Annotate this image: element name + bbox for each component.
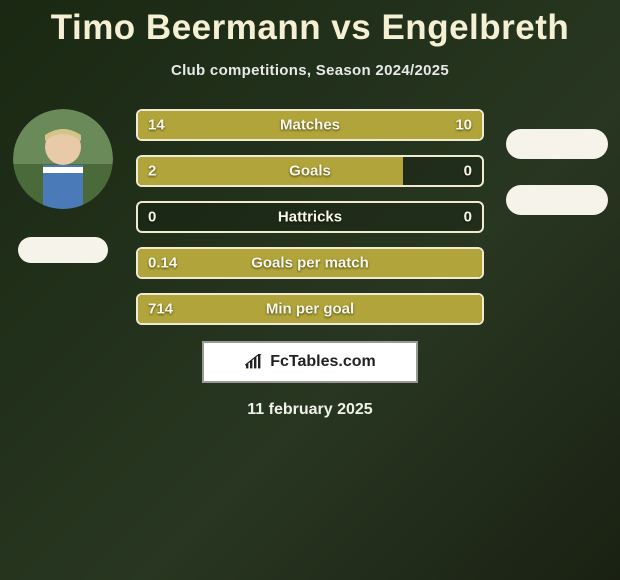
player-left-team-pill — [18, 237, 108, 263]
content-wrapper: Timo Beermann vs Engelbreth Club competi… — [0, 0, 620, 580]
stat-bar: 14 Matches 10 — [136, 109, 484, 141]
stat-value-left: 0.14 — [148, 255, 177, 272]
player-left-avatar — [13, 109, 113, 209]
player-right-team-pill-1 — [506, 129, 608, 159]
stat-bar: 0.14 Goals per match — [136, 247, 484, 279]
stat-value-right: 0 — [464, 209, 472, 226]
brand-card: FcTables.com — [202, 341, 418, 383]
stat-label: Matches — [280, 117, 340, 134]
date-text: 11 february 2025 — [247, 401, 372, 419]
stat-label: Goals per match — [251, 255, 369, 272]
player-right-column — [502, 129, 612, 215]
stat-label: Goals — [289, 163, 331, 180]
stat-bar: 2 Goals 0 — [136, 155, 484, 187]
player-right-team-pill-2 — [506, 185, 608, 215]
brand-text: FcTables.com — [270, 353, 376, 371]
stat-value-left: 0 — [148, 209, 156, 226]
stat-label: Hattricks — [278, 209, 342, 226]
stat-value-right: 0 — [464, 163, 472, 180]
stats-column: 14 Matches 10 2 Goals 0 0 Hattricks 0 0.14 Goals p… — [136, 109, 484, 325]
page-title: Timo Beermann vs Engelbreth — [51, 8, 570, 48]
stat-value-left: 14 — [148, 117, 165, 134]
stat-bar-fill-left — [138, 157, 403, 185]
stat-value-right: 10 — [455, 117, 472, 134]
page-subtitle: Club competitions, Season 2024/2025 — [171, 62, 449, 79]
stat-value-left: 2 — [148, 163, 156, 180]
avatar-icon — [13, 109, 113, 209]
stat-bar: 0 Hattricks 0 — [136, 201, 484, 233]
stat-label: Min per goal — [266, 301, 354, 318]
stat-bar: 714 Min per goal — [136, 293, 484, 325]
player-left-column — [8, 109, 118, 263]
stat-value-left: 714 — [148, 301, 173, 318]
chart-icon — [244, 354, 264, 370]
main-row: 14 Matches 10 2 Goals 0 0 Hattricks 0 0.14 Goals p… — [0, 109, 620, 325]
